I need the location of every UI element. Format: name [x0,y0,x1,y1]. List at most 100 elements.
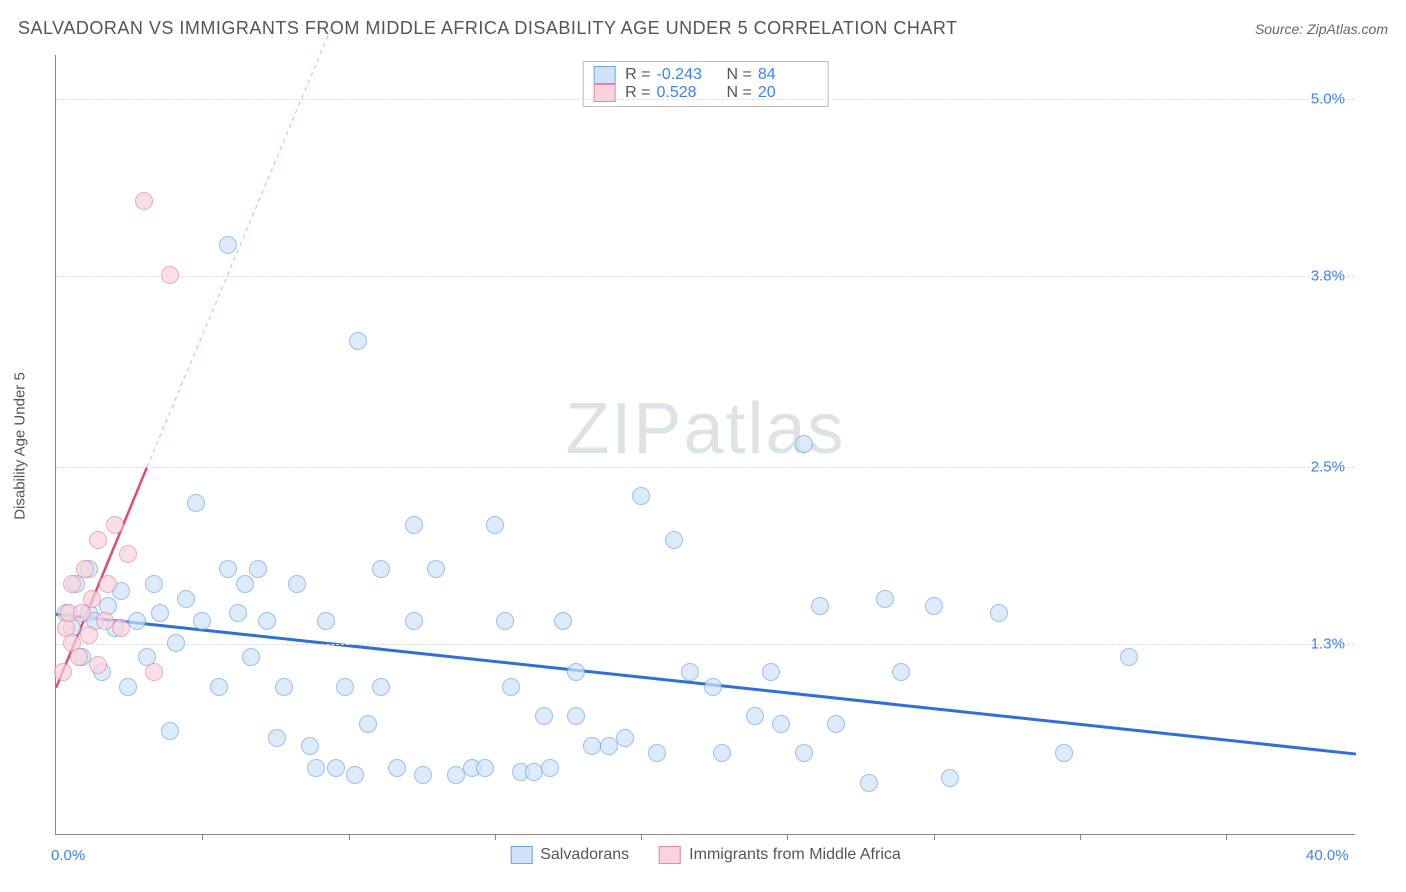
data-point [135,192,153,210]
data-point [554,612,572,630]
x-tick [1080,834,1081,840]
data-point [219,560,237,578]
stat-n-label: N = [727,66,752,84]
stat-r-label: R = [625,66,650,84]
data-point [119,545,137,563]
data-point [860,774,878,792]
data-point [219,236,237,254]
data-point [616,729,634,747]
data-point [106,516,124,534]
data-point [119,678,137,696]
data-point [567,663,585,681]
data-point [762,663,780,681]
x-tick [934,834,935,840]
data-point [193,612,211,630]
data-point [405,516,423,534]
data-point [336,678,354,696]
data-point [535,707,553,725]
y-tick-label: 3.8% [1311,267,1345,284]
legend-swatch [659,846,681,864]
data-point [811,597,829,615]
data-point [70,648,88,666]
x-tick [495,834,496,840]
data-point [128,612,146,630]
data-point [288,575,306,593]
x-tick [1226,834,1227,840]
x-tick [202,834,203,840]
x-tick [787,834,788,840]
data-point [249,560,267,578]
data-point [236,575,254,593]
data-point [167,634,185,652]
plot-area: ZIPatlas R =-0.243N =84R =0.528N =20 Sal… [55,55,1355,835]
legend-label: Immigrants from Middle Africa [689,846,901,864]
data-point [151,604,169,622]
data-point [76,560,94,578]
data-point [317,612,335,630]
data-point [541,759,559,777]
gridline [56,467,1355,468]
data-point [275,678,293,696]
chart-title: SALVADORAN VS IMMIGRANTS FROM MIDDLE AFR… [18,18,958,39]
data-point [99,575,117,593]
data-point [704,678,722,696]
data-point [632,487,650,505]
data-point [268,729,286,747]
x-tick [641,834,642,840]
data-point [346,766,364,784]
legend-item: Immigrants from Middle Africa [659,846,901,864]
legend-swatch [510,846,532,864]
data-point [502,678,520,696]
y-tick-label: 5.0% [1311,91,1345,108]
data-point [89,531,107,549]
y-tick-label: 1.3% [1311,635,1345,652]
data-point [486,516,504,534]
data-point [941,769,959,787]
x-tick-label: 0.0% [51,847,85,864]
y-tick-label: 2.5% [1311,459,1345,476]
data-point [892,663,910,681]
gridline [56,276,1355,277]
data-point [80,626,98,644]
gridline [56,644,1355,645]
legend-item: Salvadorans [510,846,629,864]
data-point [1055,744,1073,762]
gridline [56,99,1355,100]
stat-n-value: 84 [758,66,818,84]
data-point [372,560,390,578]
legend-swatch [593,66,615,84]
data-point [990,604,1008,622]
data-point [476,759,494,777]
data-point [665,531,683,549]
data-point [567,707,585,725]
data-point [112,619,130,637]
data-point [349,332,367,350]
data-point [772,715,790,733]
stats-row: R = -0.243 N = 84 [593,66,818,84]
data-point [161,266,179,284]
data-point [359,715,377,733]
data-point [827,715,845,733]
data-point [210,678,228,696]
bottom-legend: Salvadorans Immigrants from Middle Africa [510,846,901,864]
data-point [145,663,163,681]
data-point [161,722,179,740]
data-point [177,590,195,608]
chart-header: SALVADORAN VS IMMIGRANTS FROM MIDDLE AFR… [18,18,1388,39]
legend-label: Salvadorans [540,846,629,864]
watermark: ZIPatlas [565,388,845,470]
data-point [681,663,699,681]
data-point [746,707,764,725]
data-point [145,575,163,593]
data-point [301,737,319,755]
stat-r-value: -0.243 [657,66,717,84]
data-point [925,597,943,615]
data-point [447,766,465,784]
data-point [327,759,345,777]
data-point [242,648,260,666]
x-tick [349,834,350,840]
data-point [54,663,72,681]
data-point [795,744,813,762]
y-axis-label: Disability Age Under 5 [12,372,29,520]
data-point [405,612,423,630]
